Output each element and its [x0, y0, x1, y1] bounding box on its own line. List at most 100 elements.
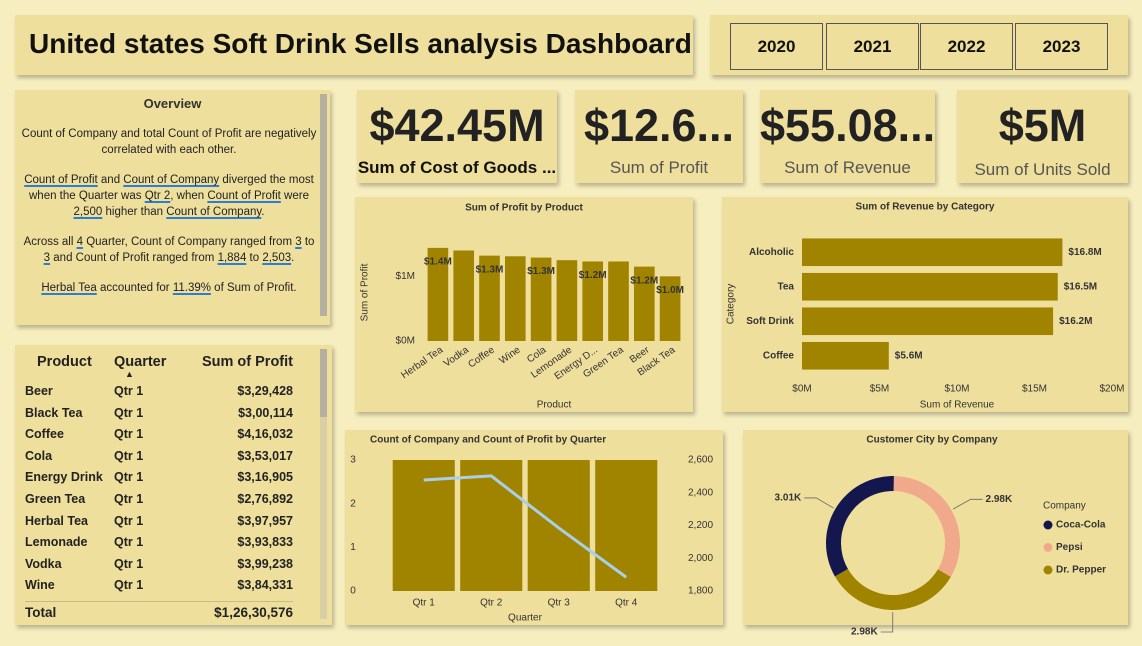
bar — [392, 460, 455, 591]
column-header: Quarter — [114, 354, 167, 370]
table-cell: Qtr 1 — [114, 556, 144, 571]
donut-slice — [834, 569, 951, 610]
table-cell: $3,29,428 — [237, 384, 293, 398]
y-tick-label: 1 — [350, 542, 356, 553]
insight-text: and — [97, 174, 124, 186]
insight-link: 11.39% — [172, 282, 211, 294]
x-tick-label: $10M — [944, 384, 969, 395]
y-tick-label: Soft Drink — [746, 316, 794, 327]
legend-swatch — [1043, 565, 1053, 575]
overview-body: Count of Company and total Count of Prof… — [19, 126, 319, 310]
table-cell: Vodka — [25, 556, 62, 571]
y-tick-label: Tea — [778, 281, 795, 292]
y-axis-title: Sum of Profit — [360, 263, 371, 321]
legend-swatch — [1043, 543, 1053, 552]
bar — [802, 307, 1054, 336]
table-row: Wine Qtr 1 $3,84,331 — [25, 575, 293, 596]
chart-title: Count of Company and Count of Profit by … — [370, 435, 606, 446]
overview-panel: Overview Count of Company and total Coun… — [15, 90, 330, 325]
table-cell: $3,00,114 — [238, 405, 293, 420]
table-cell: $3,99,238 — [237, 556, 293, 571]
y-tick-label: 2 — [350, 498, 356, 509]
table-cell: Energy Drink — [25, 470, 103, 485]
table-cell: Cola — [25, 448, 53, 463]
scrollbar[interactable] — [320, 349, 327, 619]
kpi-label: Sum of Units Sold — [974, 160, 1111, 179]
legend-title: Company — [1043, 501, 1086, 512]
bar — [802, 341, 889, 370]
legend-swatch — [1043, 520, 1053, 530]
table-row: Vodka Qtr 1 $3,99,238 — [25, 554, 293, 575]
insight-text: were — [280, 190, 309, 202]
overview-paragraph: Across all 4 Quarter, Count of Company r… — [19, 234, 319, 266]
dashboard-title: United states Soft Drink Sells analysis … — [29, 28, 692, 59]
year-button[interactable]: 2021 — [826, 23, 919, 70]
kpi-label: Sum of Revenue — [784, 158, 911, 177]
year-slicer: 2020 2021 2022 2023 — [710, 15, 1128, 75]
table-row: Coffee Qtr 1 $4,16,032 — [25, 424, 293, 445]
bar — [504, 256, 526, 341]
insight-link: Count of Company — [123, 174, 220, 186]
insight-link: Count of Profit — [24, 174, 98, 186]
hbar-chart: Sum of Revenue by Category Sum of Revenue… — [726, 202, 1125, 411]
insight-text: to — [301, 236, 315, 248]
table-row: Black Tea Qtr 1 $3,00,114 — [25, 403, 293, 424]
table-cell: Wine — [25, 578, 55, 593]
kpi-card: $5M Sum of Units Sold — [957, 90, 1128, 183]
insight-text: , when — [170, 190, 208, 202]
bar — [595, 460, 658, 591]
x-tick-label: $0M — [792, 384, 811, 395]
table-cell: Qtr 1 — [114, 535, 144, 550]
overview-paragraph: Herbal Tea accounted for 11.39% of Sum o… — [19, 280, 319, 296]
chart-title: Customer City by Company — [866, 435, 998, 446]
bar — [453, 250, 475, 341]
donut-slice — [893, 476, 960, 577]
kpi-label: Sum of Cost of Goods ... — [357, 158, 557, 177]
year-button[interactable]: 2022 — [920, 23, 1013, 70]
data-label: 3.01K — [775, 493, 802, 504]
x-tick-label: Wine — [498, 344, 523, 366]
table-row: Beer Qtr 1 $3,29,428 — [25, 381, 293, 402]
insight-text: to — [246, 252, 263, 264]
bar — [530, 257, 552, 341]
bar — [479, 255, 500, 341]
data-label: $1.0M — [656, 285, 684, 296]
y2-tick-label: 2,600 — [688, 455, 713, 466]
column-header: Product — [37, 354, 92, 370]
kpi-value: $55.08... — [760, 100, 936, 151]
bar — [460, 460, 523, 591]
data-label: $16.2M — [1059, 316, 1092, 327]
chart-title: Sum of Profit by Product — [465, 203, 583, 214]
x-axis-title: Sum of Revenue — [920, 400, 995, 411]
scrollbar[interactable] — [320, 94, 327, 316]
chart-title: Sum of Revenue by Category — [856, 202, 995, 213]
insight-link: 1,884 — [217, 252, 247, 264]
x-tick-label: $15M — [1022, 384, 1047, 395]
insight-text: Across all — [23, 236, 77, 248]
table-cell: Qtr 1 — [114, 513, 144, 528]
insight-text: . — [291, 252, 295, 264]
kpi-card: $42.45M Sum of Cost of Goods ... — [357, 90, 557, 183]
insight-text: Count of Company and total Count of Prof… — [21, 128, 317, 156]
y2-tick-label: 1,800 — [688, 586, 713, 597]
total-label: Total — [25, 605, 57, 620]
insight-text: of Sum of Profit. — [210, 282, 297, 294]
y-tick-label: Coffee — [763, 350, 795, 361]
y-tick-label: 0 — [350, 586, 356, 597]
insight-text: and Count of Profit ranged from — [50, 252, 218, 264]
year-button[interactable]: 2020 — [730, 23, 823, 70]
bar — [802, 272, 1058, 301]
insight-text: Quarter, Count of Company ranged from — [83, 236, 296, 248]
table-total: Total $1,26,30,576 — [25, 601, 293, 624]
bar — [802, 238, 1063, 267]
insight-text: higher than — [102, 206, 167, 218]
table-cell: $3,97,957 — [237, 513, 293, 528]
bar — [659, 276, 681, 341]
year-button[interactable]: 2023 — [1015, 23, 1108, 70]
table-row: Energy Drink Qtr 1 $3,16,905 — [25, 467, 293, 488]
bar — [582, 261, 604, 341]
table-cell: $3,84,331 — [237, 578, 293, 593]
sort-arrow: ▲ — [125, 369, 134, 379]
bar — [556, 260, 578, 341]
table-row: Green Tea Qtr 1 $2,76,892 — [25, 489, 293, 510]
